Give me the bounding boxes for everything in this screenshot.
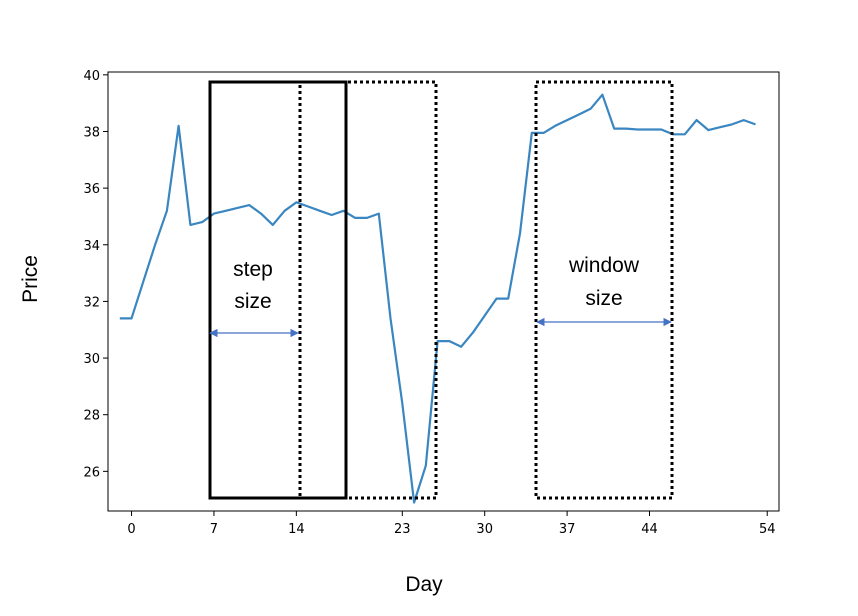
x-axis-ticks: 0 7 14 23 30 37 44 54 [127,511,776,537]
y-tick-label: 38 [83,125,100,140]
x-tick-label: 30 [476,522,493,537]
dotted-window-rect [298,80,438,500]
y-tick-label: 40 [83,69,100,84]
window-size-rect [534,80,674,500]
price-series-line [119,93,756,504]
y-tick-label: 26 [83,465,100,480]
y-tick-label: 32 [83,295,100,310]
step-size-label-line2: size [234,290,271,313]
plot-area: 0 7 14 23 30 37 44 54 26 28 30 32 34 36 38 40 [83,69,780,537]
y-tick-label: 30 [83,352,100,367]
step-size-label-line1: step [233,258,273,281]
x-tick-label: 54 [759,522,776,537]
y-tick-label: 36 [83,182,100,197]
x-axis-title: Day [405,573,443,596]
x-tick-label: 44 [641,522,658,537]
axes-frame [107,71,780,512]
y-axis-ticks: 26 28 30 32 34 36 38 40 [83,69,108,480]
solid-window-rect [208,80,348,500]
annotation-overlay: step size window size [208,80,674,500]
x-tick-label: 7 [210,522,218,537]
window-size-label-line2: size [585,287,622,310]
y-axis-title: Price [19,255,42,303]
x-tick-label: 37 [559,522,576,537]
x-tick-label: 23 [394,522,411,537]
y-tick-label: 34 [83,239,100,254]
window-size-label-line1: window [568,254,640,277]
y-tick-label: 28 [83,409,100,424]
x-tick-label: 14 [288,522,305,537]
x-tick-label: 0 [127,522,135,537]
